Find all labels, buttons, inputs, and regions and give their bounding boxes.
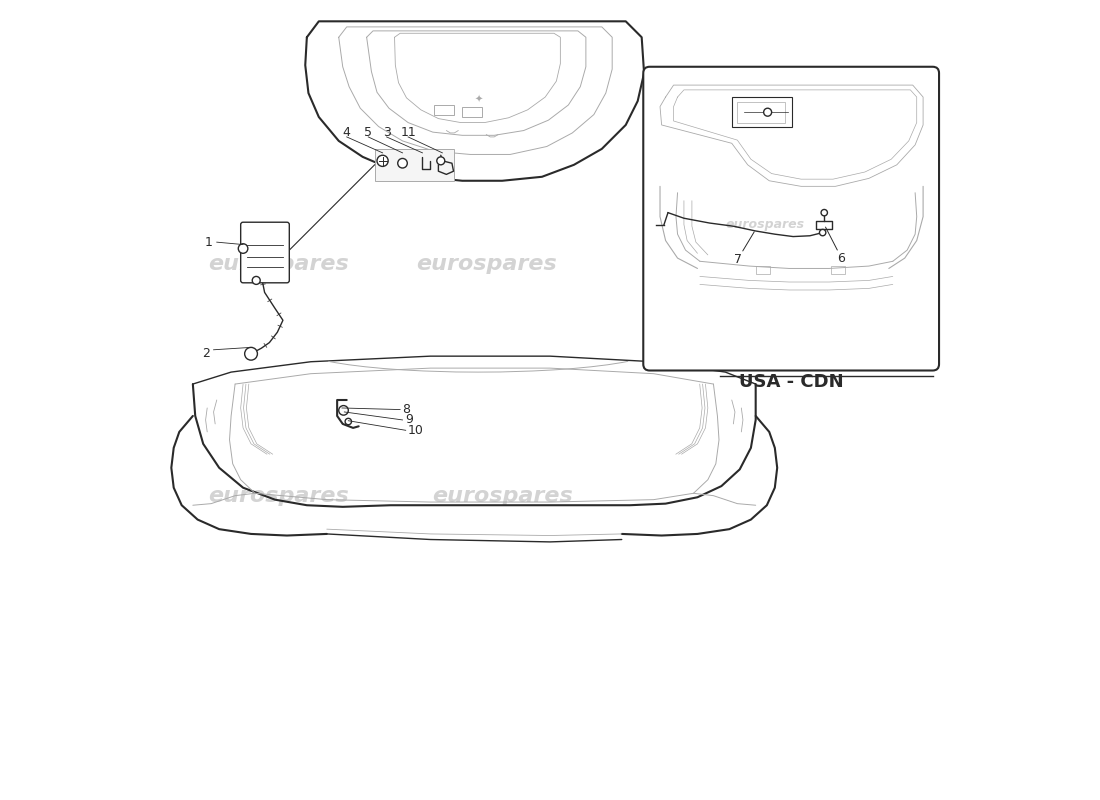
Circle shape (377, 155, 388, 166)
Text: eurospares: eurospares (726, 218, 805, 231)
Text: USA - CDN: USA - CDN (739, 373, 844, 390)
Text: eurospares: eurospares (416, 254, 557, 274)
Text: 5: 5 (364, 126, 372, 139)
Bar (737, 102, 785, 122)
Circle shape (252, 277, 261, 285)
Circle shape (244, 347, 257, 360)
Text: ✦: ✦ (474, 94, 482, 105)
Text: 3: 3 (383, 126, 390, 139)
Bar (462, 107, 482, 117)
Bar (830, 266, 845, 274)
Text: 8: 8 (403, 403, 410, 416)
Text: eurospares: eurospares (209, 254, 350, 274)
Bar (434, 105, 454, 114)
Circle shape (239, 244, 248, 254)
Bar (732, 97, 792, 127)
Text: eurospares: eurospares (209, 486, 350, 506)
Text: 6: 6 (837, 251, 845, 265)
Circle shape (820, 230, 826, 236)
Bar (756, 266, 770, 274)
Text: 9: 9 (405, 414, 412, 426)
Text: 10: 10 (408, 424, 424, 437)
FancyBboxPatch shape (241, 222, 289, 283)
Circle shape (821, 210, 827, 216)
FancyBboxPatch shape (644, 66, 939, 370)
Circle shape (437, 157, 444, 165)
Circle shape (763, 108, 771, 116)
Bar (375, 149, 454, 181)
Text: 11: 11 (400, 126, 416, 139)
Text: eurospares: eurospares (432, 486, 572, 506)
Text: 1: 1 (205, 236, 212, 249)
Text: 7: 7 (734, 253, 742, 266)
Circle shape (339, 406, 349, 415)
Circle shape (398, 158, 407, 168)
Text: 2: 2 (201, 347, 209, 360)
Text: 4: 4 (343, 126, 351, 139)
Circle shape (345, 418, 352, 425)
